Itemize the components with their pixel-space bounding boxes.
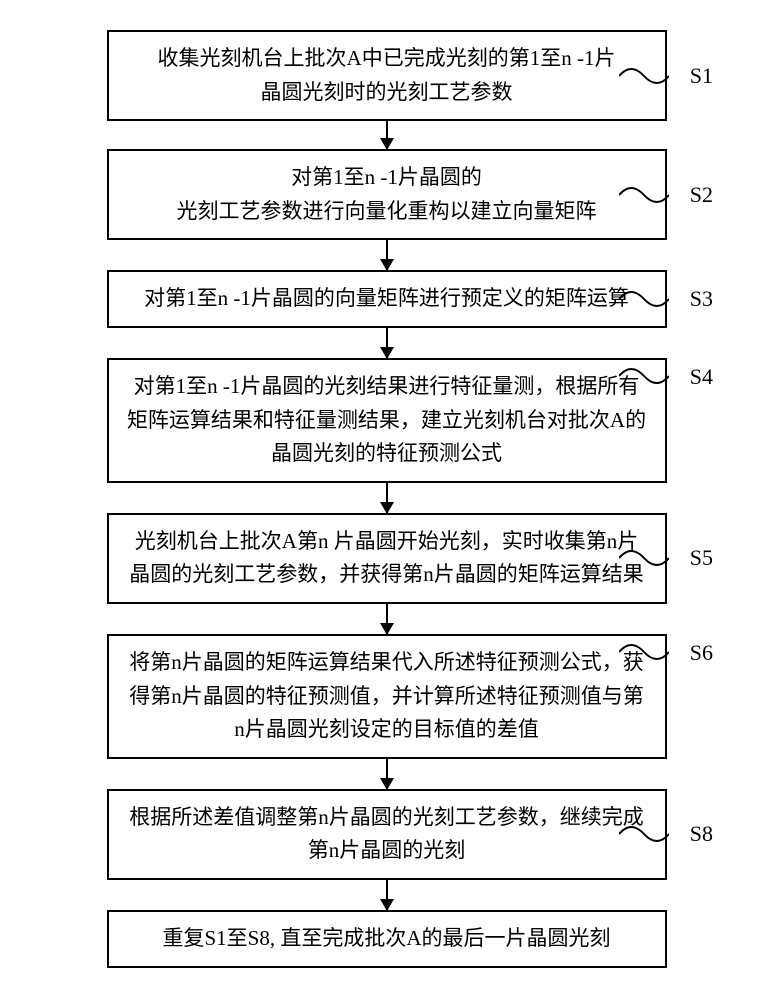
step-label-s6: S6	[690, 640, 713, 666]
connector-s5	[619, 546, 669, 570]
connector-s3	[619, 287, 669, 311]
step-box-final: 重复S1至S8, 直至完成批次A的最后一片晶圆光刻	[107, 910, 667, 968]
connector-s2	[619, 183, 669, 207]
step-text-s8-l1: 根据所述差值调整第n片晶圆的光刻工艺参数，继续完成	[129, 805, 644, 829]
arrow-5	[386, 604, 388, 634]
step-box-s3: 对第1至n -1片晶圆的向量矩阵进行预定义的矩阵运算	[107, 270, 667, 328]
step-box-s5: 光刻机台上批次A第n 片晶圆开始光刻，实时收集第n片 晶圆的光刻工艺参数，并获得…	[107, 513, 667, 604]
step-row-s2: 对第1至n -1片晶圆的 光刻工艺参数进行向量化重构以建立向量矩阵 S2	[40, 149, 733, 240]
step-label-s1: S1	[690, 63, 713, 89]
step-text-s6-l2: 得第n片晶圆的特征预测值，并计算所述特征预测值与第	[129, 684, 644, 708]
connector-s1	[619, 64, 669, 88]
step-text-s4-l2: 矩阵运算结果和特征量测结果，建立光刻机台对批次A的	[127, 408, 646, 432]
step-row-s4: 对第1至n -1片晶圆的光刻结果进行特征量测，根据所有 矩阵运算结果和特征量测结…	[40, 358, 733, 483]
step-text-s2-l1: 对第1至n -1片晶圆的	[291, 165, 482, 189]
step-text-s6-l3: n片晶圆光刻设定的目标值的差值	[234, 717, 539, 741]
arrow-1	[386, 121, 388, 149]
step-text-s8-l2: 第n片晶圆的光刻	[308, 838, 466, 862]
arrow-7	[386, 880, 388, 910]
step-box-s2: 对第1至n -1片晶圆的 光刻工艺参数进行向量化重构以建立向量矩阵	[107, 149, 667, 240]
step-row-s5: 光刻机台上批次A第n 片晶圆开始光刻，实时收集第n片 晶圆的光刻工艺参数，并获得…	[40, 513, 733, 604]
step-text-s5-l2: 晶圆的光刻工艺参数，并获得第n片晶圆的矩阵运算结果	[129, 562, 644, 586]
step-label-s4: S4	[690, 364, 713, 390]
step-box-s6: 将第n片晶圆的矩阵运算结果代入所述特征预测公式，获 得第n片晶圆的特征预测值，并…	[107, 634, 667, 759]
step-box-s1: 收集光刻机台上批次A中已完成光刻的第1至n -1片 晶圆光刻时的光刻工艺参数	[107, 30, 667, 121]
step-text-s4-l3: 晶圆光刻的特征预测公式	[271, 441, 502, 465]
step-box-s4: 对第1至n -1片晶圆的光刻结果进行特征量测，根据所有 矩阵运算结果和特征量测结…	[107, 358, 667, 483]
step-label-s2: S2	[690, 182, 713, 208]
step-label-s8: S8	[690, 821, 713, 847]
step-text-s2-l2: 光刻工艺参数进行向量化重构以建立向量矩阵	[177, 199, 597, 223]
arrow-3	[386, 328, 388, 358]
step-row-s8: 根据所述差值调整第n片晶圆的光刻工艺参数，继续完成 第n片晶圆的光刻 S8	[40, 789, 733, 880]
step-row-final: 重复S1至S8, 直至完成批次A的最后一片晶圆光刻	[40, 910, 733, 968]
arrow-6	[386, 759, 388, 789]
step-label-s5: S5	[690, 545, 713, 571]
connector-s6	[619, 640, 669, 664]
arrow-4	[386, 483, 388, 513]
step-text-s5-l1: 光刻机台上批次A第n 片晶圆开始光刻，实时收集第n片	[135, 529, 638, 553]
step-row-s6: 将第n片晶圆的矩阵运算结果代入所述特征预测公式，获 得第n片晶圆的特征预测值，并…	[40, 634, 733, 759]
step-label-s3: S3	[690, 286, 713, 312]
step-text-s3-l1: 对第1至n -1片晶圆的向量矩阵进行预定义的矩阵运算	[144, 286, 629, 310]
connector-s4	[619, 364, 669, 388]
step-text-final-l1: 重复S1至S8, 直至完成批次A的最后一片晶圆光刻	[162, 926, 610, 950]
arrow-2	[386, 240, 388, 270]
step-text-s1-l1: 收集光刻机台上批次A中已完成光刻的第1至n -1片	[158, 46, 616, 70]
step-text-s1-l2: 晶圆光刻时的光刻工艺参数	[261, 80, 513, 104]
flowchart-container: 收集光刻机台上批次A中已完成光刻的第1至n -1片 晶圆光刻时的光刻工艺参数 S…	[40, 30, 733, 968]
step-text-s4-l1: 对第1至n -1片晶圆的光刻结果进行特征量测，根据所有	[134, 374, 640, 398]
connector-s8	[619, 822, 669, 846]
step-box-s8: 根据所述差值调整第n片晶圆的光刻工艺参数，继续完成 第n片晶圆的光刻	[107, 789, 667, 880]
step-row-s1: 收集光刻机台上批次A中已完成光刻的第1至n -1片 晶圆光刻时的光刻工艺参数 S…	[40, 30, 733, 121]
step-text-s6-l1: 将第n片晶圆的矩阵运算结果代入所述特征预测公式，获	[129, 650, 644, 674]
step-row-s3: 对第1至n -1片晶圆的向量矩阵进行预定义的矩阵运算 S3	[40, 270, 733, 328]
